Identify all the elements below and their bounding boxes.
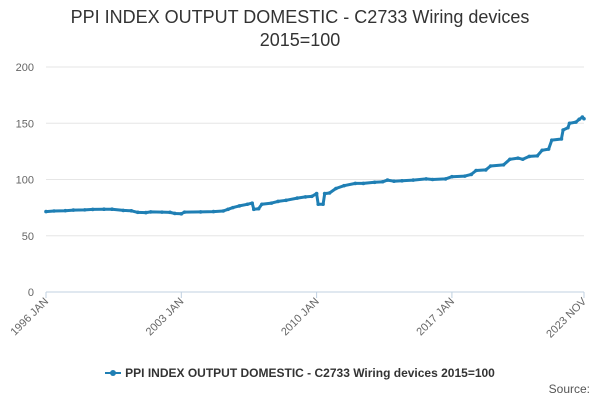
data-point[interactable] [260,202,264,207]
data-point[interactable] [144,210,148,215]
data-point[interactable] [52,209,56,213]
series-group [44,115,586,216]
data-point[interactable] [231,205,235,210]
data-point[interactable] [221,209,225,213]
data-point[interactable] [501,163,506,167]
data-point[interactable] [527,154,532,159]
data-point[interactable] [540,148,544,153]
data-point[interactable] [82,208,87,212]
series-line[interactable] [45,115,586,216]
data-point[interactable] [309,194,314,199]
data-point[interactable] [450,174,454,179]
data-point[interactable] [353,181,358,186]
data-point[interactable] [314,191,319,196]
data-point[interactable] [269,201,274,205]
data-point[interactable] [90,207,95,212]
data-point[interactable] [361,181,366,186]
data-point[interactable] [483,168,488,172]
x-tick-label: 2003 JAN [144,296,187,339]
data-point[interactable] [520,157,525,162]
x-tick-label: 2023 NOV [544,295,589,340]
data-point[interactable] [148,210,153,214]
data-point[interactable] [342,183,346,188]
gridlines [46,66,584,237]
data-point[interactable] [211,209,216,214]
data-point[interactable] [561,128,565,132]
x-axis: 1996 JAN 2003 JAN 2010 JAN 2017 JAN 2023 NOV [8,291,590,340]
legend[interactable]: PPI INDEX OUTPUT DOMESTIC - C2733 Wiring… [0,366,600,381]
data-point[interactable] [110,207,114,211]
data-point[interactable] [582,116,586,121]
x-tick-label: 2017 JAN [414,296,457,339]
data-point[interactable] [549,138,554,142]
y-tick-label: 100 [16,175,34,187]
chart-title: PPI INDEX OUTPUT DOMESTIC - C2733 Wiring… [0,6,600,52]
chart-title-line-2: 2015=100 [259,30,341,50]
data-point[interactable] [546,147,551,151]
y-tick-label: 50 [22,231,34,243]
data-point[interactable] [71,208,76,212]
data-point[interactable] [160,210,164,214]
data-point[interactable] [245,202,250,207]
data-point[interactable] [284,198,288,203]
data-point[interactable] [574,120,578,124]
data-point[interactable] [303,195,308,199]
data-point[interactable] [508,157,512,162]
data-point[interactable] [334,186,338,191]
data-point[interactable] [322,191,327,196]
data-point[interactable] [276,199,280,204]
data-point[interactable] [168,210,172,215]
data-point[interactable] [559,137,564,141]
data-point[interactable] [63,208,68,213]
data-point[interactable] [316,202,321,207]
data-point[interactable] [443,177,448,181]
data-point[interactable] [129,208,134,213]
data-point[interactable] [321,202,325,207]
x-tick-label: 1996 JAN [8,296,51,339]
data-point[interactable] [372,180,377,185]
y-tick-label: 200 [16,62,34,74]
legend-label: PPI INDEX OUTPUT DOMESTIC - C2733 Wiring… [125,366,495,380]
data-point[interactable] [182,210,187,214]
data-point[interactable] [392,179,396,183]
data-point[interactable] [173,211,177,216]
data-point[interactable] [424,177,428,181]
y-tick-label: 0 [28,287,34,299]
data-point[interactable] [577,117,581,122]
data-point[interactable] [237,204,242,208]
legend-line-marker-icon [105,368,122,378]
x-tick-label: 2010 JAN [279,296,322,339]
chart-title-line-1: PPI INDEX OUTPUT DOMESTIC - C2733 Wiring… [70,7,530,27]
data-point[interactable] [256,206,261,211]
data-point[interactable] [102,207,106,211]
data-point[interactable] [566,125,570,130]
data-point[interactable] [567,121,572,126]
data-point[interactable] [250,201,254,205]
data-point[interactable] [380,179,385,184]
data-point[interactable] [430,177,435,182]
y-axis: 0 50 100 150 200 [16,62,34,299]
data-point[interactable] [198,210,203,214]
data-point[interactable] [400,179,404,183]
data-point[interactable] [327,191,332,195]
data-point[interactable] [535,154,540,158]
data-point[interactable] [44,209,48,214]
data-point[interactable] [488,164,493,168]
data-point[interactable] [226,207,230,212]
data-point[interactable] [121,208,126,213]
data-point[interactable] [469,172,474,177]
data-point[interactable] [385,178,390,182]
data-point[interactable] [474,168,478,173]
y-tick-label: 150 [16,118,34,130]
data-point[interactable] [295,196,300,200]
data-point[interactable] [136,210,140,215]
data-point[interactable] [179,212,184,216]
data-point[interactable] [463,174,467,178]
source-label: Source: [548,382,590,396]
data-point[interactable] [516,156,520,160]
data-point[interactable] [411,178,416,182]
data-point[interactable] [251,207,256,212]
legend-item[interactable]: PPI INDEX OUTPUT DOMESTIC - C2733 Wiring… [105,366,495,380]
